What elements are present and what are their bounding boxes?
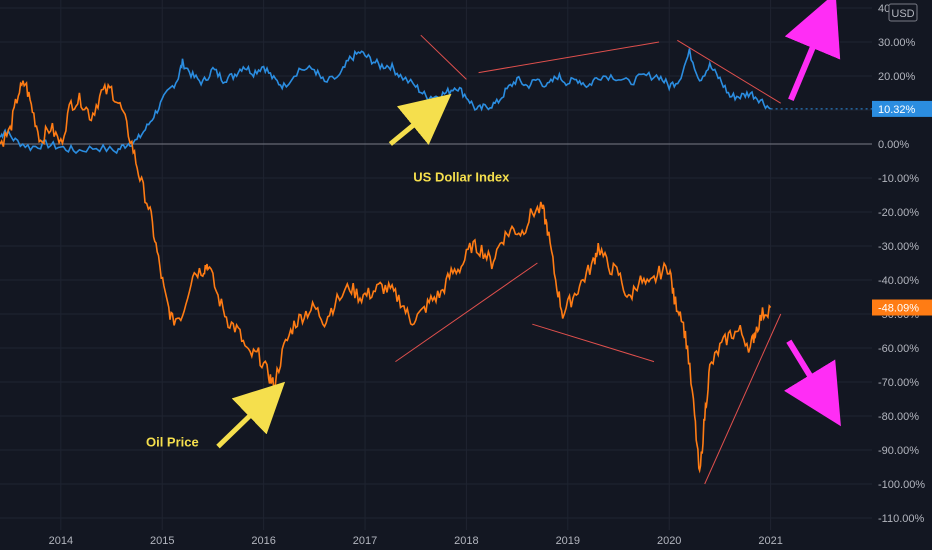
y-tick-label: 20.00% bbox=[878, 71, 916, 83]
y-tick-label: 30.00% bbox=[878, 37, 916, 49]
y-tick-label: -70.00% bbox=[878, 377, 919, 389]
last-value-badges: 10.32% -48.09% bbox=[872, 100, 932, 316]
y-tick-label: -20.00% bbox=[878, 207, 919, 219]
x-tick-label: 2019 bbox=[556, 535, 580, 547]
currency-label: USD bbox=[891, 8, 914, 20]
forecast-arrow-up bbox=[784, 0, 841, 101]
x-tick-label: 2015 bbox=[150, 535, 174, 547]
trendline bbox=[677, 39, 782, 104]
y-tick-label: -30.00% bbox=[878, 241, 919, 253]
forecast-arrow-down bbox=[784, 339, 841, 427]
y-tick-label: -40.00% bbox=[878, 275, 919, 287]
x-axis: 2014 2015 2016 2017 2018 2019 2020 2021 bbox=[49, 535, 783, 547]
last-value-badge bbox=[872, 100, 932, 117]
trendline bbox=[532, 323, 655, 363]
x-tick-label: 2016 bbox=[251, 535, 275, 547]
last-value-badge bbox=[872, 299, 932, 316]
y-axis: 40.00%30.00%20.00%10.00%0.00%-10.00%-20.… bbox=[878, 3, 925, 525]
grid bbox=[0, 0, 872, 530]
annotation-label: US Dollar Index bbox=[413, 169, 510, 184]
y-tick-label: -100.00% bbox=[878, 479, 925, 491]
x-tick-label: 2020 bbox=[657, 535, 681, 547]
currency-badge[interactable]: USD bbox=[888, 3, 918, 22]
trendline bbox=[704, 313, 782, 485]
annotation-arrow bbox=[216, 381, 286, 449]
series-line-oil-price bbox=[0, 80, 772, 474]
y-axis-panel bbox=[872, 0, 932, 530]
trendline bbox=[478, 41, 660, 74]
x-tick-label: 2021 bbox=[758, 535, 782, 547]
y-tick-label: -10.00% bbox=[878, 173, 919, 185]
trendlines bbox=[395, 34, 782, 485]
y-tick-label: -110.00% bbox=[878, 513, 924, 525]
x-axis-panel bbox=[0, 530, 932, 550]
x-tick-label: 2014 bbox=[49, 535, 73, 547]
x-tick-label: 2018 bbox=[454, 535, 478, 547]
y-tick-label: 0.00% bbox=[878, 139, 909, 151]
last-value-text: 10.32% bbox=[878, 104, 916, 116]
y-tick-label: -80.00% bbox=[878, 411, 919, 423]
annotation-label: Oil Price bbox=[146, 435, 199, 450]
trendline bbox=[420, 34, 467, 80]
last-value-text: -48.09% bbox=[878, 303, 919, 315]
y-tick-label: -90.00% bbox=[878, 445, 919, 457]
series-line-us-dollar-index bbox=[0, 48, 772, 155]
annotations: US Dollar Index Oil Price bbox=[146, 93, 510, 450]
forecast-arrows bbox=[784, 0, 841, 427]
annotation-arrow bbox=[388, 93, 452, 146]
trendline bbox=[395, 262, 538, 363]
y-tick-label: -60.00% bbox=[878, 343, 919, 355]
x-tick-label: 2017 bbox=[353, 535, 377, 547]
